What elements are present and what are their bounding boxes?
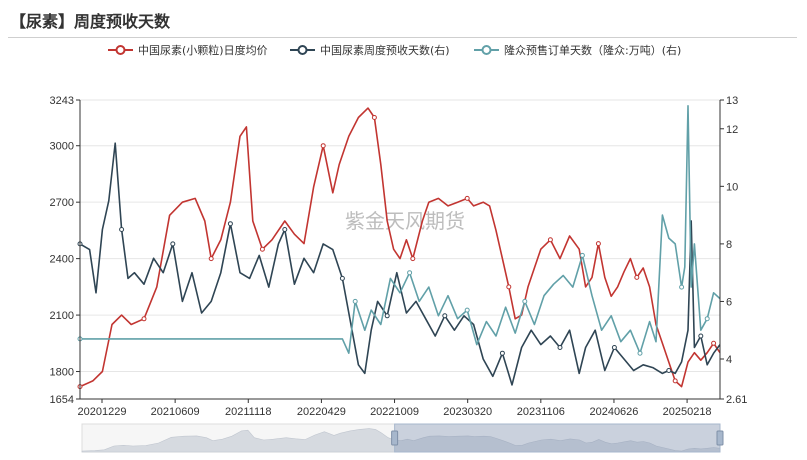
data-point — [547, 237, 553, 243]
data-point — [679, 284, 685, 290]
series-line — [79, 107, 721, 388]
legend-label[interactable]: 中国尿素周度预收天数(右) — [320, 43, 450, 57]
x-tick-label: 20231106 — [517, 406, 565, 418]
data-zoom-slider[interactable] — [81, 423, 724, 453]
data-point — [141, 316, 147, 322]
data-point — [352, 298, 358, 304]
page-title: 【尿素】周度预收天数 — [10, 12, 171, 31]
grid-lines — [80, 99, 720, 400]
data-point — [119, 227, 125, 232]
y-left-tick-label: 2700 — [50, 197, 74, 209]
data-point — [208, 256, 214, 262]
axes: 3243 3000 2700 2400 2100 1800 1654 13 12 10 8 6 4 2.6… — [50, 95, 748, 418]
x-tick-label: 20240626 — [589, 406, 638, 418]
legend-label[interactable]: 隆众预售订单天数（隆众:万吨）(右) — [504, 43, 681, 57]
data-point — [698, 333, 704, 339]
series-layer — [77, 105, 721, 390]
y-left-tick-label: 1800 — [50, 367, 74, 379]
data-point — [442, 313, 448, 319]
x-tick-label: 20220429 — [297, 406, 346, 418]
data-point — [227, 221, 233, 227]
slider-preview — [81, 428, 721, 453]
data-point — [704, 316, 710, 322]
data-point — [506, 284, 512, 290]
data-point — [282, 227, 288, 232]
y-left-tick-label: 3243 — [50, 95, 74, 107]
y-right-tick-label: 2.61 — [726, 394, 747, 406]
title-divider — [8, 37, 797, 38]
slider-handle[interactable] — [391, 430, 399, 446]
y-right-tick-label: 8 — [726, 239, 732, 251]
data-point — [320, 143, 326, 149]
legend-label[interactable]: 中国尿素(小颗粒)日度均价 — [138, 43, 268, 57]
data-point — [611, 345, 617, 350]
y-right-tick-label: 4 — [726, 354, 732, 366]
slider-selection[interactable] — [394, 423, 721, 453]
series-line — [80, 105, 721, 354]
data-point — [579, 252, 585, 258]
data-point — [259, 246, 265, 252]
data-point — [407, 270, 413, 276]
x-tick-label: 20210609 — [151, 406, 200, 418]
data-point — [711, 340, 717, 346]
data-point — [464, 307, 470, 313]
data-point — [339, 275, 345, 281]
y-right-tick-label: 10 — [726, 181, 738, 193]
y-right-tick-label: 12 — [726, 124, 738, 136]
series-line — [79, 142, 721, 386]
data-point — [634, 274, 640, 280]
legend: 中国尿素(小颗粒)日度均价 中国尿素周度预收天数(右) 隆众预售订单天数（隆众:万吨… — [108, 43, 681, 57]
x-tick-label: 20230320 — [443, 406, 492, 418]
x-tick-label: 20201229 — [78, 406, 127, 418]
data-point — [371, 115, 377, 120]
data-point — [595, 241, 601, 247]
legend-marker — [297, 45, 308, 55]
data-point — [499, 350, 505, 356]
legend-marker — [115, 45, 126, 55]
y-right-tick-label: 13 — [726, 95, 738, 107]
data-point — [672, 378, 678, 384]
watermark: 紫金天风期货 — [345, 209, 465, 233]
data-point — [666, 368, 672, 373]
data-point — [410, 256, 416, 262]
slider-handle[interactable] — [716, 430, 724, 446]
x-tick-label: 20211118 — [225, 406, 272, 418]
x-tick-label: 20250218 — [663, 406, 712, 418]
legend-marker — [481, 45, 492, 55]
y-left-tick-label: 3000 — [50, 141, 74, 153]
x-tick-label: 20221009 — [370, 406, 419, 418]
data-point — [522, 298, 528, 304]
y-left-tick-label: 2400 — [50, 254, 74, 266]
data-point — [557, 345, 563, 350]
y-left-tick-label: 1654 — [50, 394, 74, 406]
y-left-tick-label: 2100 — [50, 310, 74, 322]
y-right-tick-label: 6 — [726, 296, 732, 308]
data-point — [637, 350, 643, 356]
data-point — [384, 313, 390, 319]
data-point — [170, 241, 176, 247]
data-point — [464, 195, 470, 201]
